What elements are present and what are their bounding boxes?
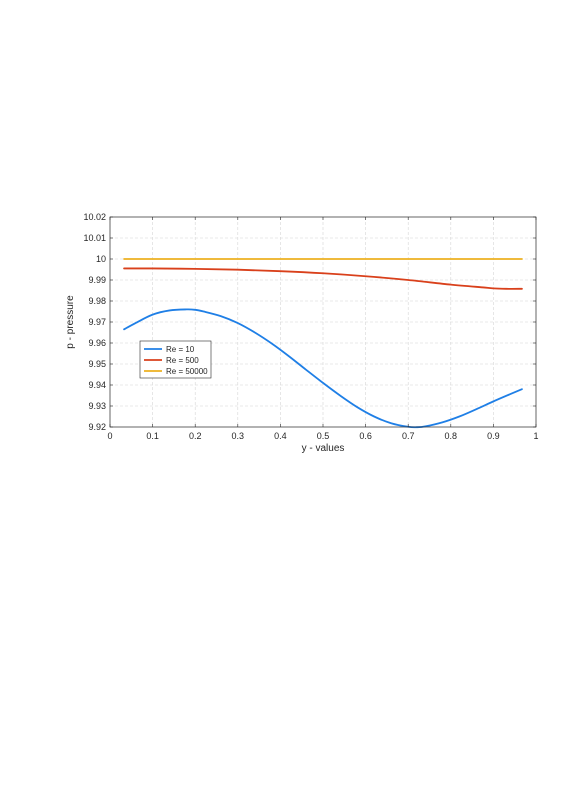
series-lines [123,258,523,429]
y-tick-label: 9.93 [88,401,106,411]
y-tick-label: 9.94 [88,380,106,390]
legend-label: Re = 500 [166,356,199,365]
x-tick-label: 0 [107,431,112,441]
legend-label: Re = 50000 [166,367,208,376]
y-tick-label: 9.92 [88,422,106,432]
x-axis-label: y - values [302,443,345,454]
y-tick-label: 9.97 [88,317,106,327]
y-tick-label: 9.96 [88,338,106,348]
series-line-2 [123,267,523,290]
legend-label: Re = 10 [166,345,195,354]
x-tick-label: 1 [533,431,538,441]
x-tick-label: 0.7 [402,431,415,441]
y-tick-label: 9.99 [88,275,106,285]
x-tick-label: 0.4 [274,431,287,441]
y-tick-label: 10 [96,254,106,264]
series-line-1 [123,308,523,429]
x-tick-label: 0.5 [317,431,330,441]
x-tick-label: 0.9 [487,431,500,441]
y-tick-label: 9.95 [88,359,106,369]
y-tick-label: 9.98 [88,296,106,306]
x-tick-label: 0.6 [359,431,372,441]
x-tick-label: 0.2 [189,431,202,441]
x-tick-label: 0.8 [445,431,458,441]
legend: Re = 10 Re = 500 Re = 50000 [139,340,212,379]
axis-ticks: 0 0.1 0.2 0.3 0.4 0.5 0.6 0.7 0.8 0.9 1 9.92 9.93 9.9… [83,212,538,441]
x-tick-label: 0.1 [146,431,159,441]
y-axis-label: p - pressure [65,295,76,349]
grid [110,217,536,427]
x-tick-label: 0.3 [232,431,245,441]
y-tick-label: 10.01 [83,233,106,243]
y-tick-label: 10.02 [83,212,106,222]
